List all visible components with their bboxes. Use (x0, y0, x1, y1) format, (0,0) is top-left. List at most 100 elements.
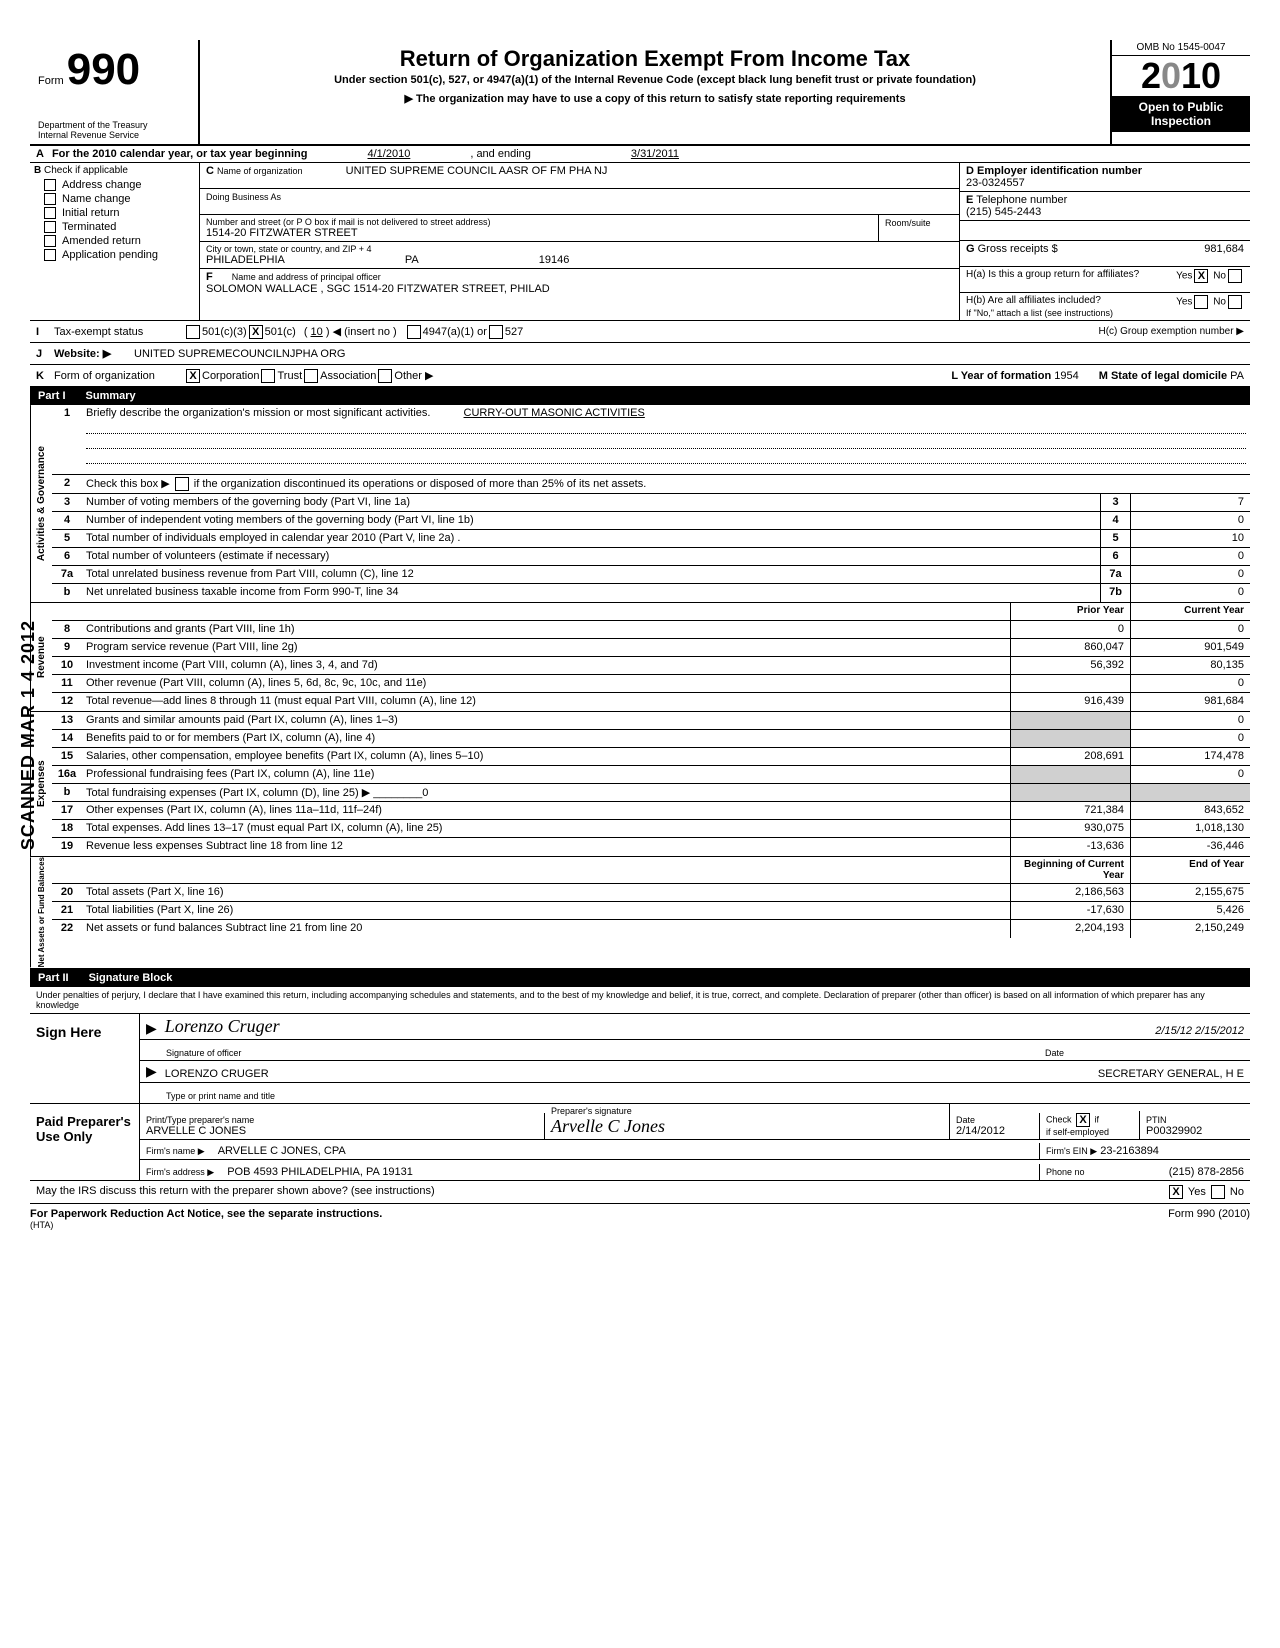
part1-header: Part I Summary (30, 387, 1250, 405)
form-header: Form 990 Department of the Treasury Inte… (30, 40, 1250, 146)
insert-no: 10 (311, 326, 323, 338)
mission: CURRY-OUT MASONIC ACTIVITIES (464, 407, 645, 419)
tax-year: 2010 (1112, 56, 1250, 96)
hb-no[interactable] (1228, 295, 1242, 309)
governance-row: 6Total number of volunteers (estimate if… (52, 548, 1250, 566)
chk-address-change[interactable]: Address change (30, 178, 199, 192)
financial-row: 8Contributions and grants (Part VIII, li… (52, 621, 1250, 639)
form-footer: Form 990 (2010) (1168, 1208, 1250, 1230)
principal-officer: SOLOMON WALLACE , SGC 1514-20 FITZWATER … (206, 283, 953, 295)
tax-year-end: 3/31/2011 (631, 148, 679, 160)
entity-info-grid: B Check if applicable Address change Nam… (30, 163, 1250, 321)
paperwork-notice: For Paperwork Reduction Act Notice, see … (30, 1208, 382, 1220)
part2-header: Part II Signature Block (30, 969, 1250, 987)
paid-preparer-label: Paid Preparer's Use Only (30, 1104, 140, 1180)
financial-row: 10Investment income (Part VIII, column (… (52, 657, 1250, 675)
state: PA (405, 254, 419, 266)
chk-other[interactable] (378, 369, 392, 383)
form-number: 990 (67, 45, 140, 94)
side-governance: Activities & Governance (30, 405, 52, 602)
chk-amended[interactable]: Amended return (30, 234, 199, 248)
state-domicile: PA (1230, 370, 1244, 382)
firm-address: POB 4593 PHILADELPHIA, PA 19131 (227, 1166, 413, 1178)
year-formation: 1954 (1054, 370, 1078, 382)
financial-row: 21Total liabilities (Part X, line 26)-17… (52, 902, 1250, 920)
telephone: (215) 545-2443 (966, 206, 1244, 218)
ha-no[interactable] (1228, 269, 1242, 283)
preparer-signature: Arvelle C Jones (551, 1116, 943, 1137)
omb-number: OMB No 1545-0047 (1112, 40, 1250, 56)
side-revenue: Revenue (30, 603, 52, 711)
governance-row: 5Total number of individuals employed in… (52, 530, 1250, 548)
chk-4947[interactable] (407, 325, 421, 339)
financial-row: 12Total revenue—add lines 8 through 11 (… (52, 693, 1250, 711)
form-label: Form (38, 75, 64, 87)
side-expenses: Expenses (30, 712, 52, 856)
gross-receipts: 981,684 (1204, 243, 1244, 255)
line-k: K Form of organization XCorporation Trus… (30, 365, 1250, 387)
dept-irs: Internal Revenue Service (38, 130, 182, 140)
form-note: ▶ The organization may have to use a cop… (212, 92, 1098, 105)
side-net-assets: Net Assets or Fund Balances (30, 857, 52, 967)
discuss-question: May the IRS discuss this return with the… (36, 1185, 435, 1199)
org-name: UNITED SUPREME COUNCIL AASR OF FM PHA NJ (346, 165, 608, 177)
financial-row: 17Other expenses (Part IX, column (A), l… (52, 802, 1250, 820)
financial-row: 13Grants and similar amounts paid (Part … (52, 712, 1250, 730)
col-beginning: Beginning of Current Year (1010, 857, 1130, 883)
firm-ein: 23-2163894 (1100, 1145, 1159, 1157)
chk-initial-return[interactable]: Initial return (30, 206, 199, 220)
officer-signature: Lorenzo Cruger (165, 1016, 280, 1037)
chk-501c3[interactable] (186, 325, 200, 339)
chk-self-employed[interactable]: X (1076, 1113, 1090, 1127)
perjury-statement: Under penalties of perjury, I declare th… (30, 987, 1250, 1014)
chk-name-change[interactable]: Name change (30, 192, 199, 206)
website: UNITED SUPREMECOUNCILNJPHA ORG (134, 348, 345, 360)
chk-527[interactable] (489, 325, 503, 339)
chk-trust[interactable] (261, 369, 275, 383)
tax-year-begin: 4/1/2010 (368, 148, 411, 160)
chk-terminated[interactable]: Terminated (30, 220, 199, 234)
form-subtitle: Under section 501(c), 527, or 4947(a)(1)… (212, 74, 1098, 86)
ein: 23-0324557 (966, 177, 1244, 189)
hc-label: H(c) Group exemption number ▶ (1098, 326, 1244, 337)
officer-name: LORENZO CRUGER (165, 1068, 269, 1080)
financial-row: 14Benefits paid to or for members (Part … (52, 730, 1250, 748)
chk-discontinued[interactable] (175, 477, 189, 491)
financial-row: 20Total assets (Part X, line 16)2,186,56… (52, 884, 1250, 902)
financial-row: 9Program service revenue (Part VIII, lin… (52, 639, 1250, 657)
line-j: J Website: ▶ UNITED SUPREMECOUNCILNJPHA … (30, 343, 1250, 365)
chk-501c[interactable]: X (249, 325, 263, 339)
preparer-phone: (215) 878-2856 (1169, 1166, 1244, 1178)
sign-here-label: Sign Here (30, 1014, 140, 1103)
city: PHILADELPHIA (206, 254, 285, 266)
ha-yes[interactable]: X (1194, 269, 1208, 283)
form-title: Return of Organization Exempt From Incom… (212, 46, 1098, 72)
street-address: 1514-20 FITZWATER STREET (206, 227, 872, 239)
firm-name: ARVELLE C JONES, CPA (218, 1145, 346, 1157)
officer-title: SECRETARY GENERAL, H E (1098, 1068, 1244, 1080)
governance-row: 3Number of voting members of the governi… (52, 494, 1250, 512)
dept-treasury: Department of the Treasury (38, 120, 182, 130)
discuss-yes[interactable]: X (1169, 1185, 1183, 1199)
hb-yes[interactable] (1194, 295, 1208, 309)
col-prior-year: Prior Year (1010, 603, 1130, 620)
discuss-no[interactable] (1211, 1185, 1225, 1199)
dba-label: Doing Business As (206, 192, 281, 202)
governance-row: 7aTotal unrelated business revenue from … (52, 566, 1250, 584)
governance-row: 4Number of independent voting members of… (52, 512, 1250, 530)
financial-row: bTotal fundraising expenses (Part IX, co… (52, 784, 1250, 802)
col-current-year: Current Year (1130, 603, 1250, 620)
financial-row: 11Other revenue (Part VIII, column (A), … (52, 675, 1250, 693)
chk-app-pending[interactable]: Application pending (30, 248, 199, 262)
financial-row: 18Total expenses. Add lines 13–17 (must … (52, 820, 1250, 838)
chk-assoc[interactable] (304, 369, 318, 383)
governance-row: bNet unrelated business taxable income f… (52, 584, 1250, 602)
zip: 19146 (539, 254, 570, 266)
line-i: I Tax-exempt status 501(c)(3) X501(c) ( … (30, 321, 1250, 343)
chk-corp[interactable]: X (186, 369, 200, 383)
preparer-name: ARVELLE C JONES (146, 1125, 538, 1137)
line-a: A For the 2010 calendar year, or tax yea… (30, 146, 1250, 163)
financial-row: 16aProfessional fundraising fees (Part I… (52, 766, 1250, 784)
ptin: P00329902 (1146, 1125, 1244, 1137)
sign-date: 2/15/12 2/15/2012 (1155, 1025, 1244, 1037)
